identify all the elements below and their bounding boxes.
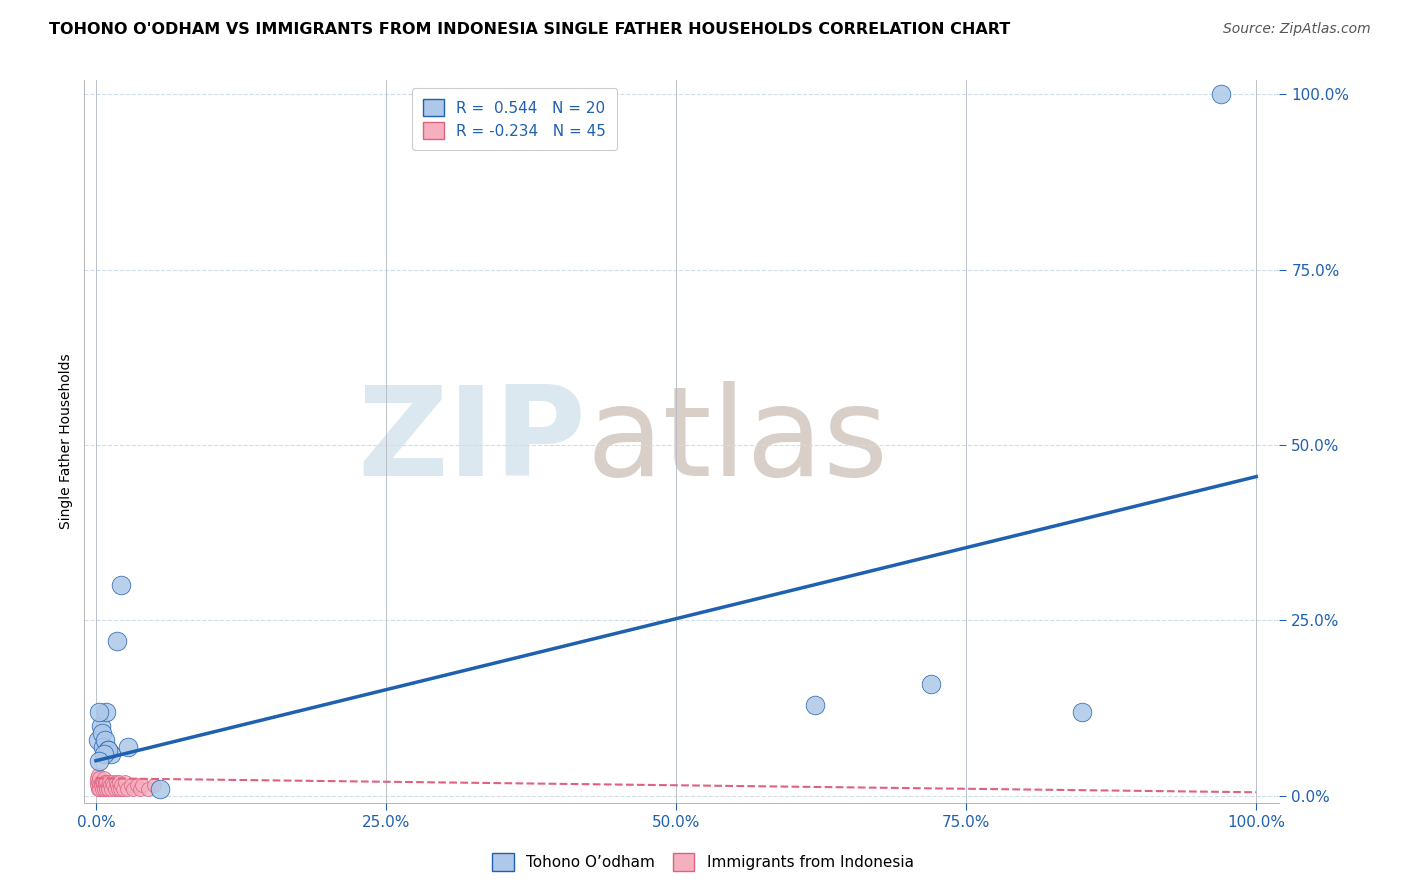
Point — [87, 732, 110, 747]
Point — [91, 739, 114, 754]
Y-axis label: Single Father Households: Single Father Households — [59, 354, 73, 529]
Point — [107, 781, 129, 796]
Point — [93, 747, 115, 761]
Point — [111, 781, 134, 796]
Point — [90, 781, 112, 796]
Point — [89, 754, 111, 768]
Point — [91, 778, 114, 792]
Point — [105, 778, 128, 792]
Point — [94, 778, 117, 792]
Point — [105, 634, 128, 648]
Point — [87, 768, 110, 782]
Point — [90, 774, 112, 789]
Point — [86, 778, 108, 792]
Point — [97, 774, 120, 789]
Point — [94, 774, 117, 789]
Point — [1071, 705, 1094, 719]
Point — [110, 781, 132, 796]
Text: TOHONO O'ODHAM VS IMMIGRANTS FROM INDONESIA SINGLE FATHER HOUSEHOLDS CORRELATION: TOHONO O'ODHAM VS IMMIGRANTS FROM INDONE… — [49, 22, 1011, 37]
Point — [98, 778, 121, 792]
Point — [103, 781, 125, 796]
Point — [96, 774, 118, 789]
Text: Source: ZipAtlas.com: Source: ZipAtlas.com — [1223, 22, 1371, 37]
Point — [91, 774, 114, 789]
Point — [89, 778, 111, 792]
Point — [129, 781, 152, 796]
Point — [97, 743, 120, 757]
Point — [97, 743, 120, 757]
Point — [149, 781, 172, 796]
Point — [125, 778, 148, 792]
Point — [89, 705, 111, 719]
Point — [143, 778, 166, 792]
Point — [90, 778, 112, 792]
Point — [86, 774, 108, 789]
Point — [100, 747, 122, 761]
Point — [96, 705, 118, 719]
Point — [804, 698, 827, 712]
Text: atlas: atlas — [586, 381, 889, 502]
Point — [117, 739, 139, 754]
Point — [110, 778, 132, 792]
Legend: R =  0.544   N = 20, R = -0.234   N = 45: R = 0.544 N = 20, R = -0.234 N = 45 — [412, 88, 617, 150]
Point — [114, 774, 136, 789]
Point — [93, 771, 115, 785]
Point — [90, 774, 112, 789]
Point — [97, 781, 120, 796]
Legend: Tohono O’odham, Immigrants from Indonesia: Tohono O’odham, Immigrants from Indonesi… — [484, 844, 922, 880]
Point — [103, 778, 125, 792]
Point — [108, 774, 131, 789]
Point — [87, 774, 110, 789]
Point — [920, 676, 942, 690]
Point — [100, 781, 122, 796]
Point — [90, 725, 112, 739]
Point — [87, 781, 110, 796]
Point — [97, 778, 120, 792]
Point — [86, 771, 108, 785]
Point — [94, 732, 117, 747]
Point — [93, 781, 115, 796]
Point — [89, 771, 111, 785]
Point — [96, 781, 118, 796]
Text: ZIP: ZIP — [357, 381, 586, 502]
Point — [120, 778, 142, 792]
Point — [136, 781, 159, 796]
Point — [122, 781, 145, 796]
Point — [90, 718, 112, 732]
Point — [101, 774, 124, 789]
Point — [89, 781, 111, 796]
Point — [117, 781, 139, 796]
Point — [104, 774, 127, 789]
Point — [110, 578, 132, 592]
Point — [131, 778, 153, 792]
Point — [1211, 87, 1233, 102]
